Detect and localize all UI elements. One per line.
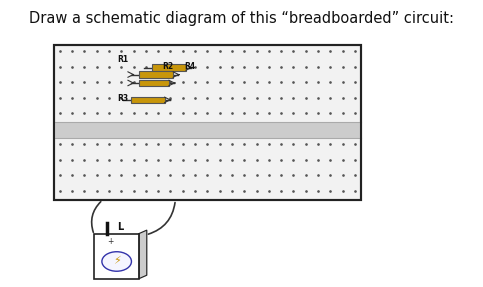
Text: R1: R1 bbox=[118, 55, 129, 64]
Text: L: L bbox=[117, 222, 123, 232]
Bar bbox=[54, 45, 361, 200]
Bar bbox=[94, 234, 139, 279]
Text: ⚡: ⚡ bbox=[113, 257, 121, 267]
Text: Draw a schematic diagram of this “breadboarded” circuit:: Draw a schematic diagram of this “breadb… bbox=[29, 11, 454, 26]
Bar bbox=[152, 64, 186, 71]
Bar bbox=[130, 97, 165, 103]
Text: R4: R4 bbox=[184, 62, 195, 71]
Bar bbox=[139, 80, 169, 86]
Circle shape bbox=[102, 252, 131, 271]
Text: R3: R3 bbox=[118, 94, 129, 103]
Bar bbox=[139, 71, 173, 78]
Polygon shape bbox=[139, 230, 147, 279]
Bar bbox=[54, 45, 361, 200]
Text: +: + bbox=[107, 237, 113, 246]
Text: R2: R2 bbox=[163, 62, 174, 71]
Bar bbox=[54, 122, 361, 138]
